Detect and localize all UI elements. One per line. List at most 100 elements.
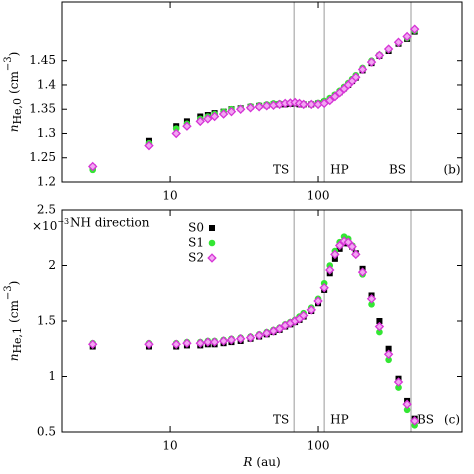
text-part: He,1 bbox=[11, 327, 24, 354]
marker bbox=[409, 416, 420, 426]
y-tick-label: 1.4 bbox=[37, 77, 56, 91]
text-part: −3 bbox=[57, 217, 69, 226]
marker bbox=[203, 337, 213, 347]
legend-marker bbox=[209, 225, 215, 231]
text-part: n bbox=[7, 354, 21, 362]
marker bbox=[235, 104, 246, 114]
text-part: −3 bbox=[3, 285, 14, 300]
x-tick-label: 100 bbox=[307, 439, 330, 453]
y-tick-label: 1.25 bbox=[29, 150, 56, 164]
x-tick-label: 100 bbox=[307, 189, 330, 203]
marker bbox=[298, 310, 309, 321]
marker bbox=[393, 377, 404, 387]
marker bbox=[319, 282, 329, 293]
y-tick-label: 1.2 bbox=[37, 175, 56, 189]
marker bbox=[254, 102, 264, 112]
boundary-label: TS bbox=[273, 413, 289, 427]
marker bbox=[171, 339, 181, 350]
marker bbox=[261, 328, 272, 338]
marker bbox=[395, 384, 402, 391]
y-tick-label: 0.5 bbox=[37, 425, 56, 439]
text-part: R bbox=[242, 455, 252, 469]
marker bbox=[195, 116, 205, 127]
text-part: (cm bbox=[7, 71, 21, 94]
boundary-label: BS bbox=[389, 163, 406, 177]
marker bbox=[226, 335, 237, 345]
y-axis-label: nHe,0 (cm−3) bbox=[3, 52, 25, 133]
marker bbox=[376, 318, 383, 324]
boundary-label: HP bbox=[330, 163, 349, 177]
marker bbox=[87, 339, 98, 350]
marker bbox=[313, 296, 323, 306]
plot-frame bbox=[61, 1, 463, 183]
x-tick-label: 10 bbox=[162, 189, 177, 203]
legend-title: NH direction bbox=[70, 216, 150, 230]
boundary-label: HP bbox=[330, 413, 349, 427]
marker bbox=[195, 338, 205, 348]
panel-label: (c) bbox=[444, 413, 460, 427]
x-axis-label: R (au) bbox=[242, 455, 280, 469]
y-tick-label: 1 bbox=[48, 369, 56, 383]
marker bbox=[171, 128, 181, 139]
plot-frame bbox=[61, 209, 463, 433]
x-tick-label: 10 bbox=[162, 439, 177, 453]
marker bbox=[383, 44, 394, 54]
legend-label: S1 bbox=[188, 236, 204, 250]
marker bbox=[351, 249, 361, 260]
marker bbox=[403, 406, 411, 414]
marker bbox=[330, 91, 340, 102]
marker bbox=[182, 121, 192, 131]
marker bbox=[357, 267, 368, 277]
marker bbox=[218, 336, 229, 346]
marker bbox=[274, 324, 285, 334]
marker bbox=[144, 339, 154, 350]
y-axis-label: nHe,1 (cm−3) bbox=[3, 281, 25, 362]
marker bbox=[385, 345, 392, 352]
legend-label: S2 bbox=[188, 251, 204, 265]
marker bbox=[402, 31, 412, 42]
marker bbox=[87, 161, 98, 172]
marker bbox=[245, 103, 256, 113]
marker bbox=[209, 337, 220, 347]
marker bbox=[203, 114, 213, 124]
marker bbox=[366, 57, 377, 67]
marker bbox=[330, 249, 340, 260]
marker bbox=[393, 37, 404, 47]
text-part: (cm bbox=[7, 300, 21, 323]
marker bbox=[334, 240, 345, 251]
y-tick-label: 2.5 bbox=[37, 203, 56, 217]
marker bbox=[347, 241, 357, 252]
marker bbox=[172, 125, 180, 132]
boundary-label: BS bbox=[417, 413, 434, 427]
marker bbox=[235, 334, 246, 344]
marker bbox=[374, 50, 385, 61]
text-part: He,0 bbox=[11, 98, 24, 125]
y-tick-label: 2 bbox=[48, 258, 56, 272]
marker bbox=[261, 101, 272, 111]
y-multiplier: ×10−3 bbox=[32, 217, 69, 233]
marker bbox=[374, 321, 385, 332]
marker bbox=[402, 399, 412, 409]
marker bbox=[182, 338, 192, 348]
text-part: n bbox=[7, 125, 21, 133]
text-part: ) bbox=[7, 281, 21, 286]
marker bbox=[376, 328, 383, 336]
marker bbox=[325, 95, 335, 106]
marker bbox=[298, 99, 309, 110]
marker bbox=[144, 140, 154, 151]
boundary-label: TS bbox=[273, 163, 289, 177]
text-part: (au) bbox=[256, 455, 280, 469]
legend-marker bbox=[207, 253, 217, 263]
text-part: ) bbox=[7, 52, 21, 57]
marker bbox=[325, 265, 335, 275]
marker bbox=[351, 72, 361, 82]
marker bbox=[218, 109, 229, 119]
marker bbox=[245, 332, 256, 343]
text-part: ×10 bbox=[32, 219, 57, 233]
marker bbox=[368, 301, 375, 308]
panel-label: (b) bbox=[443, 163, 460, 177]
marker bbox=[226, 106, 237, 117]
marker bbox=[385, 356, 392, 364]
marker bbox=[383, 349, 394, 360]
